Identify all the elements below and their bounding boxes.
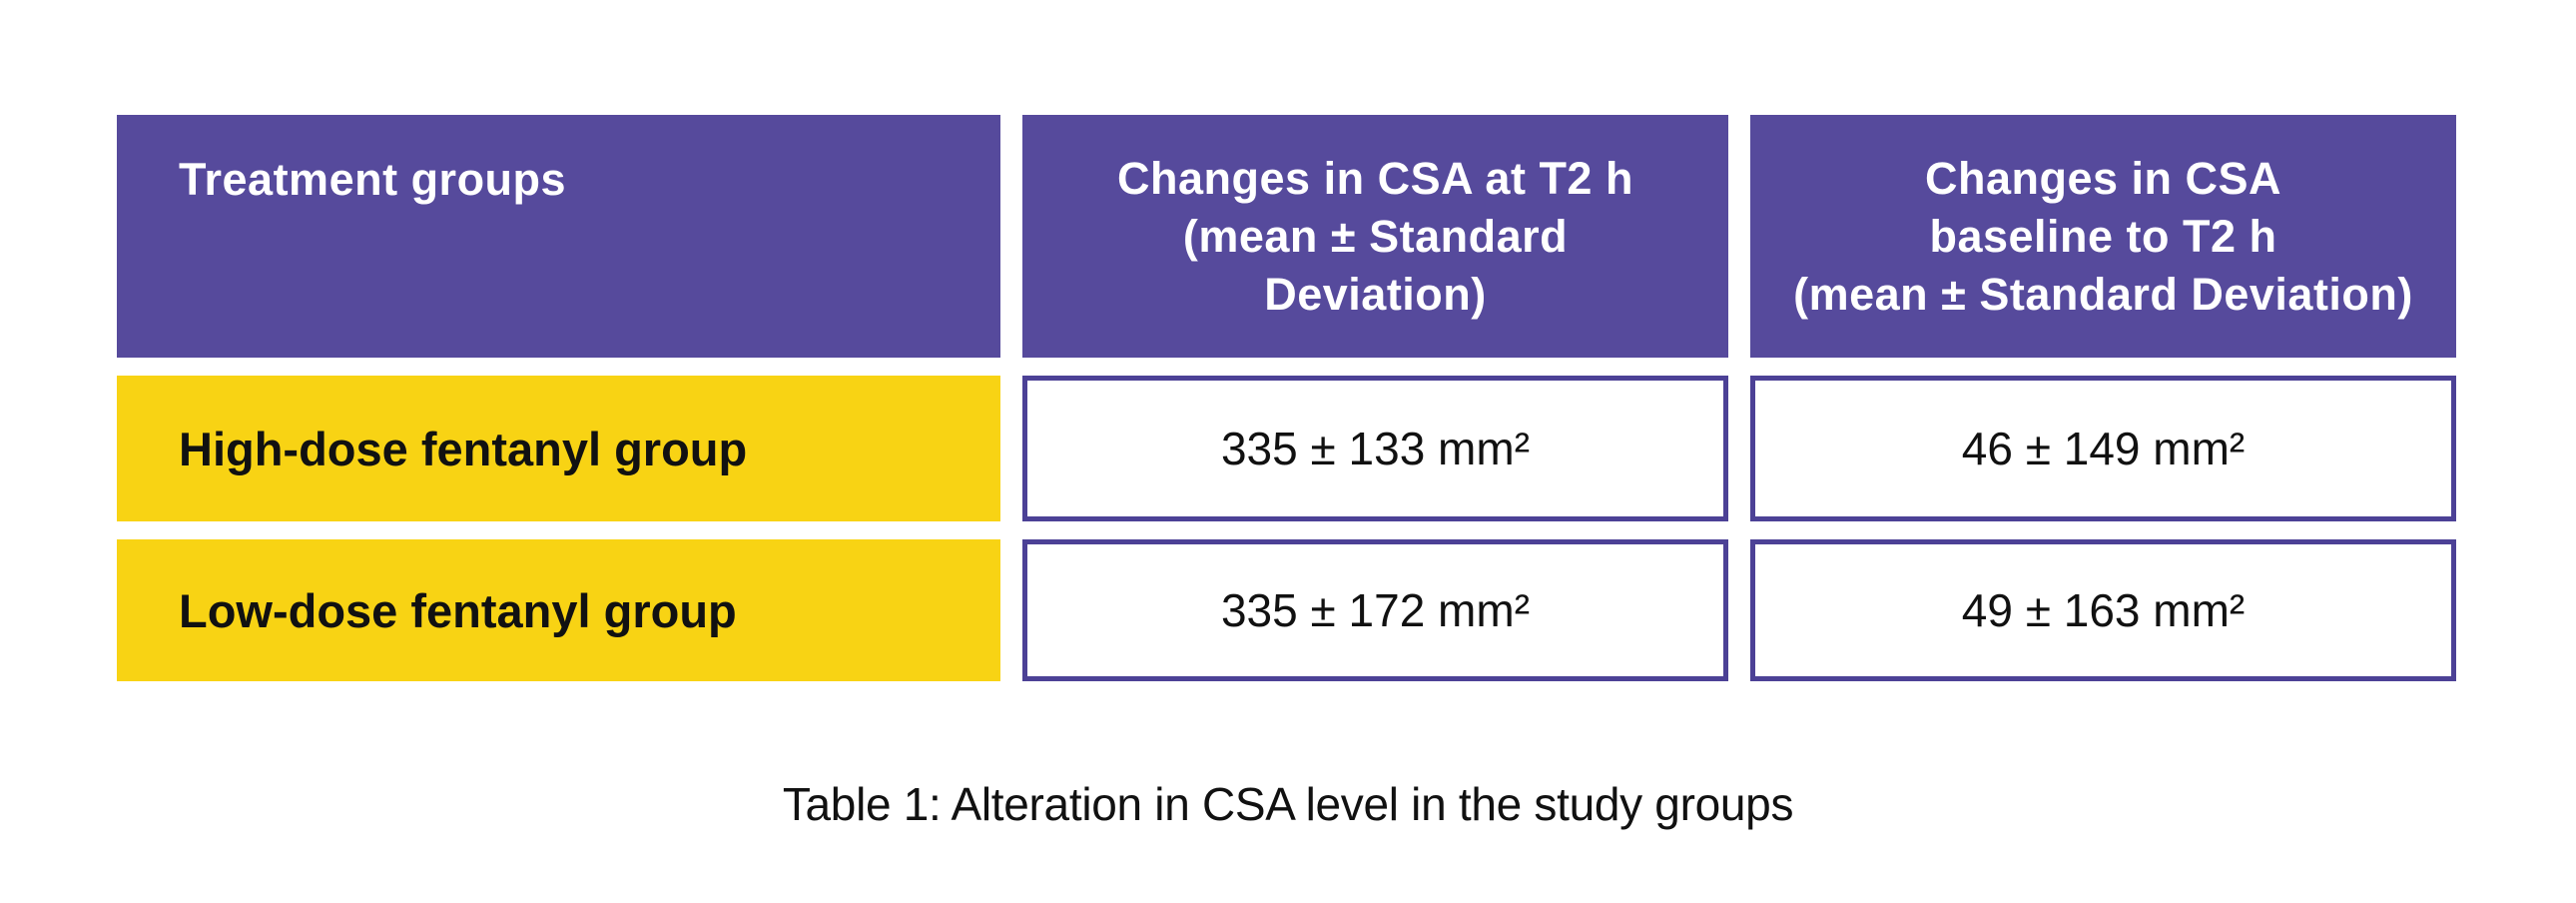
value-low-dose-csa-at-t2: 335 ± 172 mm²	[1022, 539, 1728, 681]
value-low-dose-csa-baseline-to-t2: 49 ± 163 mm²	[1750, 539, 2456, 681]
header-cell-treatment-groups: Treatment groups	[117, 115, 1000, 358]
header-cell-csa-baseline-to-t2: Changes in CSA baseline to T2 h (mean ± …	[1750, 115, 2456, 358]
header-cell-csa-at-t2: Changes in CSA at T2 h (mean ± Standard …	[1022, 115, 1728, 358]
row-label-high-dose-fentanyl: High-dose fentanyl group	[117, 376, 1000, 521]
row-label-low-dose-fentanyl: Low-dose fentanyl group	[117, 539, 1000, 681]
csa-results-table: Treatment groups Changes in CSA at T2 h …	[117, 115, 2456, 681]
table-caption: Table 1: Alteration in CSA level in the …	[782, 778, 1794, 830]
value-high-dose-csa-baseline-to-t2: 46 ± 149 mm²	[1750, 376, 2456, 521]
value-high-dose-csa-at-t2: 335 ± 133 mm²	[1022, 376, 1728, 521]
